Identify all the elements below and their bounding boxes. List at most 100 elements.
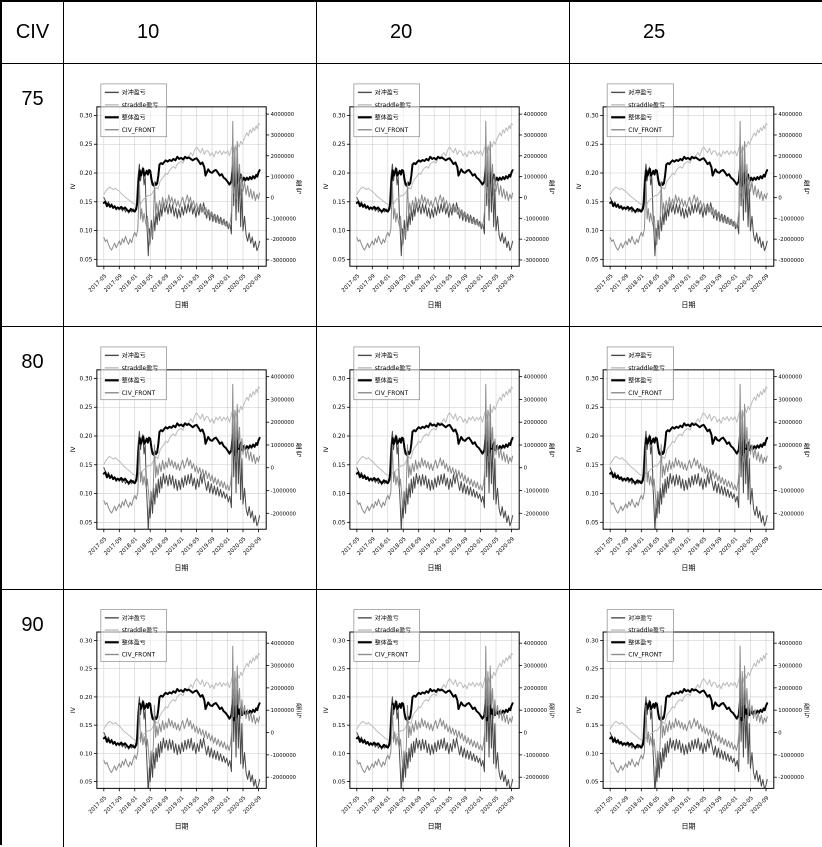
- svg-text:CIV_FRONT: CIV_FRONT: [375, 653, 409, 659]
- svg-text:0.25: 0.25: [80, 142, 93, 148]
- svg-text:亏: 亏: [296, 187, 303, 195]
- svg-text:0.25: 0.25: [80, 405, 93, 411]
- svg-text:2000000: 2000000: [778, 420, 802, 426]
- svg-text:0: 0: [778, 195, 782, 201]
- svg-text:3000000: 3000000: [778, 664, 802, 670]
- svg-text:0.20: 0.20: [586, 695, 599, 701]
- svg-text:1000000: 1000000: [271, 708, 294, 714]
- svg-text:日期: 日期: [681, 301, 695, 309]
- svg-text:-2000000: -2000000: [778, 511, 804, 517]
- svg-text:0.25: 0.25: [586, 405, 599, 411]
- svg-text:0.25: 0.25: [333, 142, 346, 148]
- svg-text:0.20: 0.20: [333, 434, 346, 440]
- svg-text:0.30: 0.30: [333, 376, 346, 382]
- svg-text:整体盈亏: 整体盈亏: [628, 639, 652, 647]
- svg-text:-2000000: -2000000: [778, 237, 804, 243]
- svg-text:straddle盈亏: straddle盈亏: [628, 102, 665, 109]
- pnl-iv-chart-80-10: 0.05 0.10 0.15 0.20 0.25 0.30 -2000000 -1000000…: [64, 327, 316, 589]
- svg-text:-2000000: -2000000: [778, 775, 804, 781]
- svg-text:整体盈亏: 整体盈亏: [375, 376, 399, 384]
- svg-text:0.05: 0.05: [586, 520, 599, 526]
- svg-text:0.25: 0.25: [586, 142, 599, 148]
- svg-text:日期: 日期: [428, 564, 442, 572]
- chart-cell-75-25: 0.05 0.10 0.15 0.20 0.25 0.30 -3000000 -2000000…: [570, 64, 822, 327]
- svg-text:IV: IV: [70, 446, 77, 453]
- svg-text:日期: 日期: [175, 301, 189, 309]
- svg-text:4000000: 4000000: [778, 375, 802, 381]
- svg-text:整体盈亏: 整体盈亏: [122, 113, 146, 121]
- svg-text:0.15: 0.15: [586, 200, 599, 206]
- svg-text:1000000: 1000000: [778, 175, 802, 181]
- svg-text:0.10: 0.10: [80, 229, 93, 235]
- svg-text:straddle盈亏: straddle盈亏: [122, 627, 158, 634]
- svg-text:对冲盈亏: 对冲盈亏: [628, 89, 652, 97]
- col-header-25: 25: [570, 2, 822, 64]
- svg-text:IV: IV: [576, 706, 583, 713]
- svg-text:日期: 日期: [175, 564, 189, 572]
- svg-text:日期: 日期: [681, 564, 695, 572]
- pnl-iv-chart-90-20: 0.05 0.10 0.15 0.20 0.25 0.30 -2000000 -1000000…: [317, 590, 569, 847]
- svg-text:日期: 日期: [428, 822, 442, 830]
- svg-text:4000000: 4000000: [524, 375, 547, 381]
- svg-text:3000000: 3000000: [271, 397, 294, 403]
- svg-text:0.10: 0.10: [586, 751, 599, 757]
- row-header-75: 75: [2, 64, 64, 327]
- svg-text:0.25: 0.25: [586, 667, 599, 673]
- svg-text:CIV_FRONT: CIV_FRONT: [628, 390, 662, 397]
- svg-text:0.15: 0.15: [586, 723, 599, 729]
- pnl-iv-chart-90-10: 0.05 0.10 0.15 0.20 0.25 0.30 -2000000 -1000000…: [64, 590, 316, 847]
- chart-cell-80-20: 0.05 0.10 0.15 0.20 0.25 0.30 -2000000 -1000000…: [317, 327, 570, 590]
- svg-text:0.05: 0.05: [80, 257, 93, 263]
- svg-text:0.15: 0.15: [333, 463, 346, 469]
- svg-text:straddle盈亏: straddle盈亏: [375, 365, 411, 372]
- pnl-iv-chart-75-20: 0.05 0.10 0.15 0.20 0.25 0.30 -3000000 -2000000…: [317, 64, 569, 326]
- svg-text:1000000: 1000000: [524, 708, 547, 714]
- svg-text:盈: 盈: [804, 703, 811, 711]
- svg-text:3000000: 3000000: [778, 397, 802, 403]
- svg-text:1000000: 1000000: [778, 443, 802, 449]
- svg-text:-3000000: -3000000: [271, 258, 296, 264]
- svg-text:0.05: 0.05: [586, 780, 599, 786]
- svg-text:4000000: 4000000: [778, 112, 802, 118]
- chart-cell-90-20: 0.05 0.10 0.15 0.20 0.25 0.30 -2000000 -1000000…: [317, 590, 570, 847]
- svg-text:1000000: 1000000: [524, 175, 547, 181]
- svg-text:0.30: 0.30: [586, 638, 599, 644]
- svg-text:-2000000: -2000000: [524, 511, 549, 517]
- svg-text:straddle盈亏: straddle盈亏: [122, 365, 158, 372]
- svg-text:CIV_FRONT: CIV_FRONT: [628, 127, 662, 134]
- svg-text:对冲盈亏: 对冲盈亏: [375, 352, 399, 360]
- svg-text:0: 0: [271, 195, 274, 201]
- svg-text:-1000000: -1000000: [271, 216, 296, 222]
- pnl-iv-chart-90-25: 0.05 0.10 0.15 0.20 0.25 0.30 -2000000 -1000000…: [570, 590, 822, 847]
- svg-text:0.30: 0.30: [80, 376, 93, 382]
- svg-text:0.20: 0.20: [586, 434, 599, 440]
- svg-text:2000000: 2000000: [778, 686, 802, 692]
- svg-text:straddle盈亏: straddle盈亏: [122, 102, 158, 109]
- svg-text:0.15: 0.15: [333, 723, 346, 729]
- chart-cell-75-20: 0.05 0.10 0.15 0.20 0.25 0.30 -3000000 -2000000…: [317, 64, 570, 327]
- svg-text:亏: 亏: [549, 450, 556, 458]
- svg-text:straddle盈亏: straddle盈亏: [628, 365, 665, 372]
- chart-cell-80-25: 0.05 0.10 0.15 0.20 0.25 0.30 -2000000 -1000000…: [570, 327, 822, 590]
- svg-text:0: 0: [524, 466, 527, 472]
- svg-text:亏: 亏: [549, 711, 556, 719]
- svg-text:1000000: 1000000: [524, 443, 547, 449]
- svg-text:4000000: 4000000: [271, 641, 294, 647]
- svg-text:IV: IV: [576, 183, 583, 190]
- row-header-90: 90: [2, 590, 64, 847]
- svg-text:4000000: 4000000: [778, 641, 802, 647]
- svg-text:0.25: 0.25: [333, 405, 346, 411]
- svg-text:3000000: 3000000: [524, 397, 547, 403]
- svg-text:0.20: 0.20: [80, 171, 93, 177]
- svg-text:1000000: 1000000: [271, 175, 294, 181]
- svg-text:整体盈亏: 整体盈亏: [628, 377, 652, 385]
- svg-text:0.05: 0.05: [333, 257, 346, 263]
- svg-text:0.05: 0.05: [586, 257, 599, 263]
- svg-text:0.10: 0.10: [333, 751, 346, 757]
- svg-text:0.20: 0.20: [80, 434, 93, 440]
- svg-text:4000000: 4000000: [271, 112, 294, 118]
- svg-text:-2000000: -2000000: [271, 511, 296, 517]
- svg-text:日期: 日期: [428, 301, 442, 309]
- svg-text:CIV_FRONT: CIV_FRONT: [628, 652, 662, 659]
- svg-text:0.15: 0.15: [80, 463, 93, 469]
